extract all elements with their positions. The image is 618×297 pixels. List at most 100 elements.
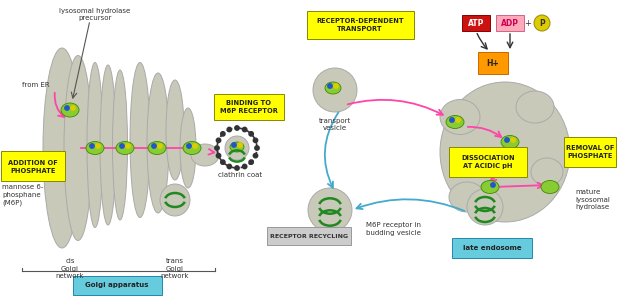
Ellipse shape <box>541 181 559 194</box>
Circle shape <box>450 118 454 122</box>
Text: ADP: ADP <box>501 18 519 28</box>
FancyBboxPatch shape <box>73 276 162 295</box>
Circle shape <box>215 146 219 150</box>
Text: lysosomal hydrolase
precursor: lysosomal hydrolase precursor <box>59 8 130 21</box>
Text: REMOVAL OF
PHOSPHATE: REMOVAL OF PHOSPHATE <box>566 145 614 159</box>
Circle shape <box>152 144 156 148</box>
Circle shape <box>242 127 247 132</box>
Text: RECEPTOR RECYCLING: RECEPTOR RECYCLING <box>270 233 348 238</box>
Circle shape <box>235 166 239 170</box>
Circle shape <box>467 189 503 225</box>
Text: RECEPTOR-DEPENDENT
TRANSPORT: RECEPTOR-DEPENDENT TRANSPORT <box>316 18 404 32</box>
Circle shape <box>313 68 357 112</box>
FancyBboxPatch shape <box>564 137 616 167</box>
Circle shape <box>225 136 249 160</box>
Circle shape <box>90 144 94 148</box>
Text: ADDITION OF
PHOSPHATE: ADDITION OF PHOSPHATE <box>8 160 58 174</box>
Ellipse shape <box>43 48 81 248</box>
Ellipse shape <box>147 73 169 213</box>
Ellipse shape <box>531 158 563 186</box>
Ellipse shape <box>64 56 92 241</box>
Circle shape <box>328 84 332 88</box>
Circle shape <box>158 144 162 148</box>
Circle shape <box>216 138 221 143</box>
Circle shape <box>96 144 100 148</box>
Ellipse shape <box>230 142 244 152</box>
Circle shape <box>255 146 259 150</box>
Circle shape <box>242 164 247 169</box>
Ellipse shape <box>87 62 103 228</box>
Ellipse shape <box>191 144 219 166</box>
Text: mature
lysosomal
hydrolase: mature lysosomal hydrolase <box>575 189 610 211</box>
Ellipse shape <box>449 182 485 212</box>
Circle shape <box>308 188 352 232</box>
Circle shape <box>126 144 130 148</box>
Circle shape <box>232 143 236 147</box>
Text: cis
Golgi
network: cis Golgi network <box>56 258 84 279</box>
Circle shape <box>511 138 515 142</box>
Circle shape <box>193 144 197 148</box>
Ellipse shape <box>501 135 519 148</box>
Text: H+: H+ <box>486 59 499 67</box>
Text: late endosome: late endosome <box>463 245 522 251</box>
Ellipse shape <box>130 62 150 217</box>
Ellipse shape <box>86 141 104 154</box>
Ellipse shape <box>61 103 79 117</box>
Circle shape <box>65 106 69 110</box>
Circle shape <box>253 138 258 143</box>
Circle shape <box>249 160 253 164</box>
Ellipse shape <box>160 184 190 216</box>
Circle shape <box>456 118 460 122</box>
Circle shape <box>334 84 338 88</box>
Circle shape <box>253 154 258 158</box>
Ellipse shape <box>440 82 570 222</box>
Ellipse shape <box>166 80 184 180</box>
FancyBboxPatch shape <box>496 15 524 31</box>
Ellipse shape <box>325 82 341 94</box>
Ellipse shape <box>148 141 166 154</box>
FancyBboxPatch shape <box>478 52 508 74</box>
FancyBboxPatch shape <box>449 147 527 177</box>
Circle shape <box>227 164 232 169</box>
Circle shape <box>491 183 495 187</box>
Text: Golgi apparatus: Golgi apparatus <box>85 282 149 288</box>
FancyBboxPatch shape <box>214 94 284 120</box>
Text: +: + <box>525 18 531 28</box>
Text: M6P receptor in
budding vesicle: M6P receptor in budding vesicle <box>365 222 420 236</box>
Ellipse shape <box>516 91 554 123</box>
Ellipse shape <box>112 70 127 220</box>
Ellipse shape <box>481 181 499 194</box>
Circle shape <box>227 127 232 132</box>
Text: trans
Golgi
network: trans Golgi network <box>161 258 189 279</box>
FancyBboxPatch shape <box>462 15 490 31</box>
Text: BINDING TO
M6P RECEPTOR: BINDING TO M6P RECEPTOR <box>220 100 278 114</box>
Text: clathrin coat: clathrin coat <box>218 172 262 178</box>
Circle shape <box>221 160 225 164</box>
FancyBboxPatch shape <box>452 238 532 258</box>
Ellipse shape <box>180 108 196 188</box>
FancyBboxPatch shape <box>267 227 351 245</box>
Text: P: P <box>539 18 545 28</box>
Circle shape <box>187 144 191 148</box>
Circle shape <box>534 15 550 31</box>
Text: DISSOCIATION
AT ACIDIC pH: DISSOCIATION AT ACIDIC pH <box>461 155 515 169</box>
FancyBboxPatch shape <box>1 151 65 181</box>
Circle shape <box>238 143 242 147</box>
FancyBboxPatch shape <box>307 11 414 39</box>
Circle shape <box>235 126 239 130</box>
Circle shape <box>216 154 221 158</box>
Ellipse shape <box>446 116 464 129</box>
Ellipse shape <box>183 141 201 154</box>
Ellipse shape <box>440 99 480 135</box>
Circle shape <box>221 132 225 136</box>
Text: mannose 6-
phosphane
(M6P): mannose 6- phosphane (M6P) <box>2 184 43 206</box>
Circle shape <box>120 144 124 148</box>
Text: ATP: ATP <box>468 18 484 28</box>
Text: transport
vesicle: transport vesicle <box>319 118 351 132</box>
Circle shape <box>71 106 75 110</box>
Ellipse shape <box>100 65 116 225</box>
Text: from ER: from ER <box>22 82 49 88</box>
Circle shape <box>249 132 253 136</box>
Circle shape <box>505 138 509 142</box>
Ellipse shape <box>116 141 134 154</box>
